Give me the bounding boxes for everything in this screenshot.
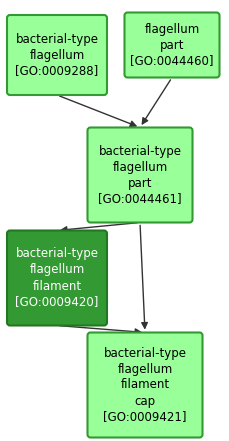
FancyBboxPatch shape (87, 127, 193, 223)
Text: bacterial-type
flagellum
[GO:0009288]: bacterial-type flagellum [GO:0009288] (15, 33, 99, 78)
Text: flagellum
part
[GO:0044460]: flagellum part [GO:0044460] (130, 22, 214, 67)
Text: bacterial-type
flagellum
filament
[GO:0009420]: bacterial-type flagellum filament [GO:00… (15, 247, 99, 309)
Text: bacterial-type
flagellum
part
[GO:0044461]: bacterial-type flagellum part [GO:004446… (98, 145, 182, 206)
FancyBboxPatch shape (7, 231, 107, 325)
Text: bacterial-type
flagellum
filament
cap
[GO:0009421]: bacterial-type flagellum filament cap [G… (103, 347, 187, 423)
FancyBboxPatch shape (125, 12, 220, 78)
FancyBboxPatch shape (7, 15, 107, 95)
FancyBboxPatch shape (87, 333, 202, 437)
